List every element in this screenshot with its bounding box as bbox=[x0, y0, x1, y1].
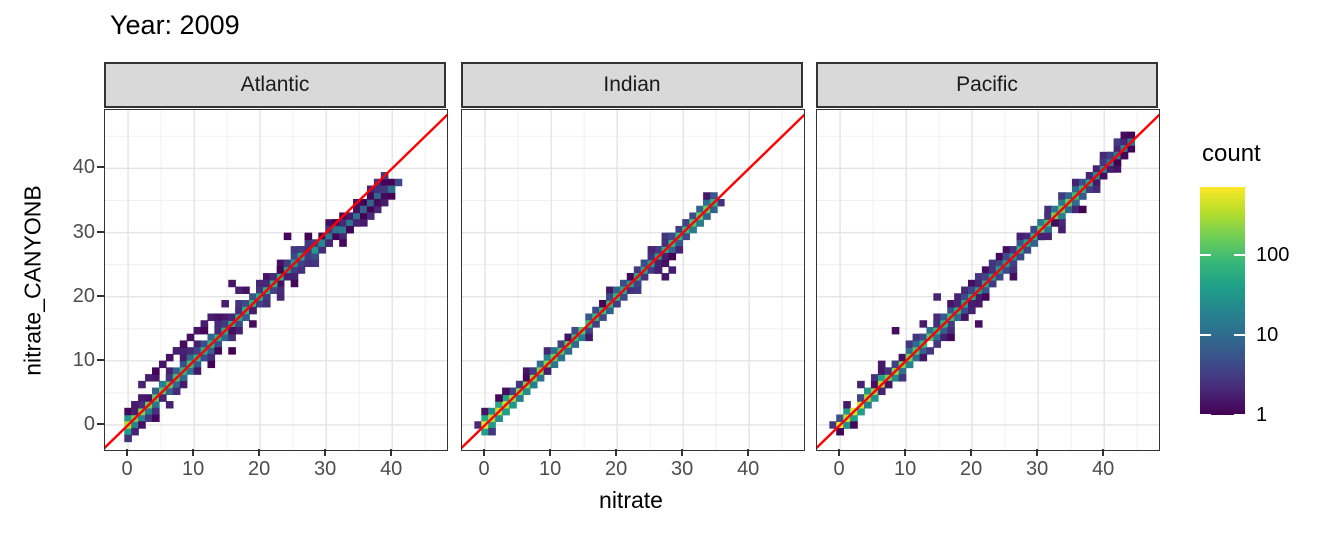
x-tick-label: 30 bbox=[671, 458, 694, 480]
y-tick-mark bbox=[97, 358, 104, 361]
panel-canvas-indian bbox=[462, 110, 804, 450]
x-tick-mark bbox=[126, 449, 129, 456]
x-tick-label: 20 bbox=[960, 458, 983, 480]
x-tick-mark bbox=[1102, 449, 1105, 456]
identity-refline bbox=[817, 113, 1159, 450]
facet-panel-atlantic bbox=[104, 109, 448, 451]
x-tick-label: 0 bbox=[833, 458, 845, 480]
y-tick-label: 10 bbox=[72, 348, 95, 371]
legend-tick-mark bbox=[1200, 333, 1211, 337]
x-tick-mark bbox=[258, 449, 261, 456]
x-tick-mark bbox=[390, 449, 393, 456]
legend-tick-mark bbox=[1234, 414, 1245, 417]
x-tick-mark bbox=[549, 449, 552, 456]
facet-strip-atlantic: Atlantic bbox=[104, 62, 446, 108]
y-tick-mark bbox=[97, 166, 104, 169]
x-tick-label: 20 bbox=[605, 458, 628, 480]
x-tick-mark bbox=[904, 449, 907, 456]
x-tick-label: 10 bbox=[894, 458, 917, 480]
x-tick-label: 10 bbox=[182, 458, 205, 480]
x-tick-label: 0 bbox=[478, 458, 490, 480]
x-tick-label: 30 bbox=[1026, 458, 1049, 480]
legend-tick-mark bbox=[1200, 253, 1211, 257]
legend-tick-mark bbox=[1234, 253, 1245, 257]
x-tick-label: 20 bbox=[248, 458, 271, 480]
facet-strip-pacific: Pacific bbox=[816, 62, 1158, 108]
x-tick-label: 40 bbox=[1092, 458, 1115, 480]
plot-title: Year: 2009 bbox=[110, 10, 240, 40]
x-tick-label: 40 bbox=[737, 458, 760, 480]
x-tick-label: 30 bbox=[314, 458, 337, 480]
legend-colorbar bbox=[1200, 187, 1245, 415]
y-axis-title: nitrate_CANYONB bbox=[19, 185, 46, 376]
x-tick-mark bbox=[192, 449, 195, 456]
x-tick-mark bbox=[324, 449, 327, 456]
panel-canvas-pacific bbox=[817, 110, 1159, 450]
x-tick-mark bbox=[681, 449, 684, 456]
legend-tick-label: 1 bbox=[1256, 404, 1268, 426]
x-tick-mark bbox=[838, 449, 841, 456]
x-tick-mark bbox=[1036, 449, 1039, 456]
x-tick-mark bbox=[615, 449, 618, 456]
facet-strip-indian: Indian bbox=[461, 62, 803, 108]
y-tick-label: 30 bbox=[72, 220, 95, 243]
facet-panel-pacific bbox=[816, 109, 1160, 451]
legend-tick-label: 100 bbox=[1256, 243, 1290, 266]
identity-refline bbox=[462, 113, 804, 450]
y-tick-mark bbox=[97, 422, 104, 425]
identity-refline bbox=[105, 113, 447, 450]
x-tick-mark bbox=[970, 449, 973, 456]
x-tick-mark bbox=[747, 449, 750, 456]
legend-tick-label: 10 bbox=[1256, 323, 1279, 346]
legend-tick-mark bbox=[1234, 333, 1245, 337]
y-tick-mark bbox=[97, 230, 104, 233]
x-tick-mark bbox=[483, 449, 486, 456]
legend-tick-mark bbox=[1200, 414, 1211, 417]
y-tick-label: 0 bbox=[83, 412, 95, 435]
y-tick-mark bbox=[97, 294, 104, 297]
panel-canvas-atlantic bbox=[105, 110, 447, 450]
facet-panel-indian bbox=[461, 109, 805, 451]
x-tick-label: 40 bbox=[380, 458, 403, 480]
x-tick-label: 10 bbox=[539, 458, 562, 480]
y-tick-label: 40 bbox=[72, 156, 95, 179]
x-axis-title: nitrate bbox=[599, 487, 663, 513]
x-tick-label: 0 bbox=[121, 458, 133, 480]
legend: count 100 10 1 bbox=[1192, 132, 1342, 432]
y-tick-label: 20 bbox=[72, 284, 95, 307]
legend-title: count bbox=[1202, 140, 1261, 167]
